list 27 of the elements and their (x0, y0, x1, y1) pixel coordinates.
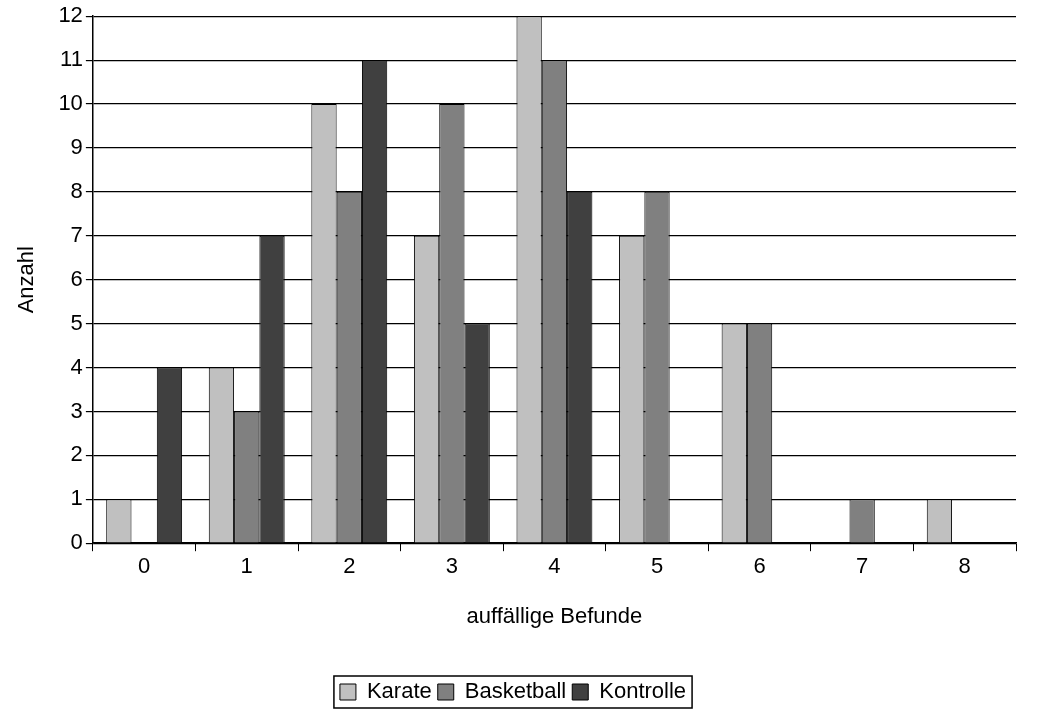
y-tick-label: 8 (70, 177, 83, 203)
x-tick-label: 5 (650, 553, 664, 579)
x-tick-label: 2 (343, 553, 356, 579)
y-tick-label: 11 (60, 46, 83, 72)
y-tick-label: 3 (70, 397, 83, 423)
y-axis-title: Anzahl (13, 246, 39, 314)
legend-label: Basketball (464, 678, 567, 704)
legend-label: Karate (366, 678, 432, 704)
x-tick-label: 8 (958, 553, 971, 579)
x-axis-title: auffällige Befunde (466, 602, 643, 628)
y-tick-label: 9 (70, 134, 83, 160)
legend-label: Kontrolle (599, 678, 687, 704)
y-tick-label: 5 (70, 309, 83, 335)
x-tick-label: 1 (240, 553, 253, 579)
y-tick-label: 10 (58, 90, 83, 116)
x-tick-label: 3 (445, 553, 458, 579)
y-tick-label: 2 (70, 441, 83, 467)
y-tick-label: 0 (70, 529, 83, 555)
x-tick-label: 6 (753, 553, 766, 579)
x-tick-label: 0 (138, 553, 151, 579)
y-tick-label: 4 (70, 353, 83, 379)
x-tick-label: 4 (548, 553, 561, 579)
y-tick-label: 12 (58, 2, 83, 28)
y-tick-label: 7 (70, 221, 83, 247)
y-tick-label: 6 (70, 265, 83, 291)
y-tick-label: 1 (70, 485, 83, 511)
x-tick-label: 7 (856, 553, 869, 579)
